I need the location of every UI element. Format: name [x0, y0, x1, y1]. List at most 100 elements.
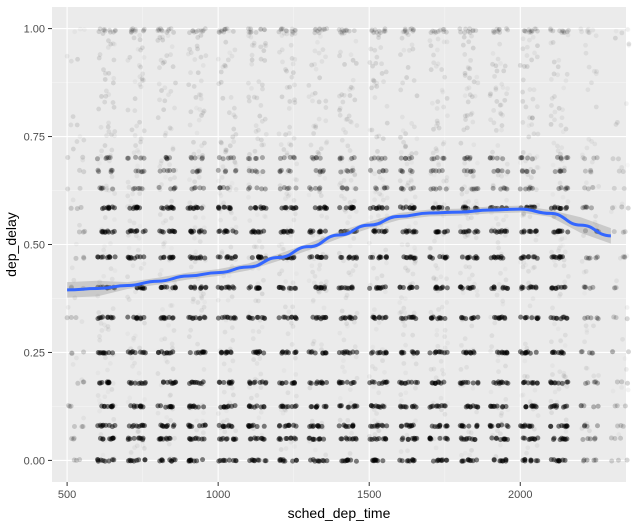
data-point	[350, 422, 356, 428]
data-point	[495, 423, 501, 429]
data-point	[339, 137, 345, 143]
data-point	[470, 174, 476, 180]
data-point	[277, 271, 282, 277]
data-point	[67, 404, 73, 410]
data-point	[251, 329, 256, 334]
data-point	[94, 156, 100, 162]
data-point	[100, 31, 106, 37]
data-point	[281, 155, 287, 161]
data-point	[526, 134, 532, 140]
data-point	[283, 404, 289, 410]
data-point	[307, 424, 313, 430]
data-point	[134, 204, 140, 210]
data-point	[353, 436, 359, 442]
data-point	[198, 284, 204, 290]
data-point	[344, 186, 350, 192]
data-point	[99, 423, 105, 429]
data-point	[100, 229, 106, 235]
data-point	[201, 108, 207, 114]
data-point	[382, 185, 388, 191]
data-point	[232, 47, 238, 53]
data-point	[313, 155, 319, 161]
data-point	[136, 150, 141, 155]
data-point	[167, 162, 172, 168]
data-point	[232, 114, 238, 120]
data-point	[170, 64, 176, 70]
data-point	[561, 373, 567, 379]
data-point	[106, 327, 111, 332]
data-point	[185, 205, 191, 211]
data-point	[201, 140, 207, 146]
data-point	[111, 457, 117, 463]
data-point	[338, 49, 343, 55]
data-point	[564, 71, 570, 77]
data-point	[493, 435, 499, 441]
data-point	[283, 28, 289, 33]
data-point	[530, 254, 536, 260]
data-point	[127, 54, 133, 60]
data-point	[99, 327, 105, 333]
data-point	[316, 266, 322, 272]
data-point	[157, 272, 163, 277]
data-point	[561, 284, 567, 290]
data-point	[224, 26, 230, 32]
data-point	[218, 79, 224, 85]
data-point	[289, 74, 295, 80]
data-point	[404, 75, 410, 80]
data-point	[199, 155, 205, 161]
data-point	[463, 350, 469, 356]
data-point	[553, 404, 559, 410]
data-point	[278, 142, 284, 148]
data-point	[380, 168, 386, 174]
data-point	[139, 45, 145, 51]
data-point	[548, 26, 553, 32]
data-point	[254, 424, 260, 430]
data-point	[440, 367, 445, 373]
data-point	[470, 119, 476, 125]
data-point	[320, 380, 326, 386]
data-point	[348, 457, 354, 463]
data-point	[229, 255, 235, 261]
data-point	[228, 379, 234, 385]
data-point	[194, 169, 200, 175]
data-point	[203, 284, 209, 290]
data-point	[339, 308, 345, 314]
data-point	[70, 146, 76, 152]
data-point	[494, 254, 500, 260]
data-point	[188, 228, 194, 234]
data-point	[370, 77, 376, 83]
data-point	[475, 404, 481, 410]
data-point	[442, 74, 448, 80]
data-point	[435, 29, 441, 34]
data-point	[233, 187, 239, 192]
data-point	[220, 458, 226, 464]
data-point	[158, 160, 164, 166]
data-point	[462, 336, 468, 342]
data-point	[368, 423, 374, 429]
data-point	[378, 30, 383, 36]
data-point	[131, 150, 137, 156]
data-point	[168, 254, 174, 260]
data-point	[215, 254, 221, 260]
data-point	[103, 88, 109, 94]
data-point	[317, 155, 323, 161]
x-tick-label: 500	[58, 489, 76, 501]
data-point	[578, 26, 584, 32]
data-point	[578, 403, 584, 409]
data-point	[201, 436, 207, 442]
data-point	[65, 154, 71, 160]
data-point	[156, 81, 162, 87]
data-point	[254, 244, 259, 250]
data-point	[519, 169, 525, 175]
data-point	[157, 436, 163, 442]
data-point	[376, 133, 382, 139]
data-point	[316, 186, 322, 192]
data-point	[557, 294, 562, 299]
data-point	[433, 349, 439, 355]
data-point	[163, 154, 169, 160]
data-point	[195, 168, 201, 174]
data-point	[491, 30, 497, 35]
data-point	[135, 429, 141, 435]
data-point	[563, 250, 568, 255]
data-point	[110, 80, 116, 86]
